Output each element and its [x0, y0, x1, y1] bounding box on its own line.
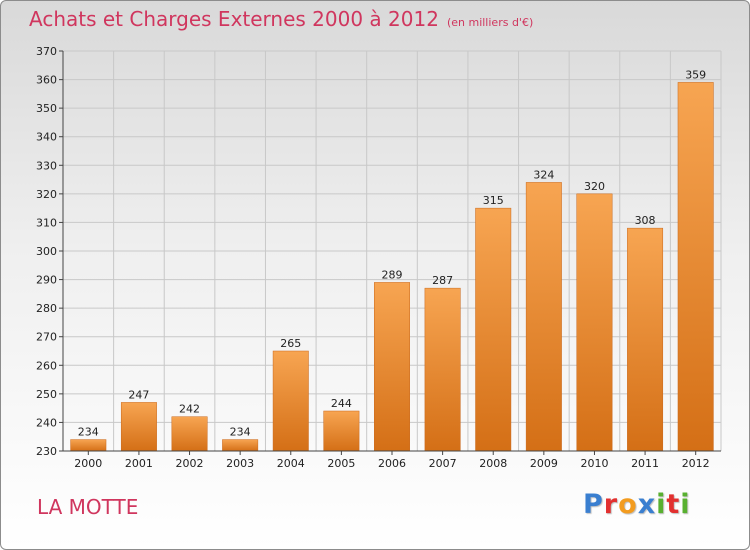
- x-tick-label-2009: 2009: [530, 457, 558, 470]
- x-tick-label-2006: 2006: [378, 457, 406, 470]
- data-label-2004: 265: [280, 337, 301, 350]
- y-tick-label-340: 340: [36, 131, 57, 144]
- y-tick-label-310: 310: [36, 216, 57, 229]
- data-label-2000: 234: [78, 426, 99, 439]
- y-tick-label-300: 300: [36, 245, 57, 258]
- axes: 230 240 250 260 270 280 290 300 310 320 330 340 350 3…: [36, 45, 721, 470]
- data-label-2010: 320: [584, 180, 605, 193]
- x-tick-label-2001: 2001: [125, 457, 153, 470]
- bar-2011: [627, 227, 664, 452]
- bar-2010: [576, 193, 613, 452]
- x-tick-label-2004: 2004: [277, 457, 305, 470]
- x-tick-label-2007: 2007: [429, 457, 457, 470]
- data-label-2008: 315: [483, 194, 504, 207]
- x-tick-label-2000: 2000: [74, 457, 102, 470]
- x-tick-label-2005: 2005: [327, 457, 355, 470]
- y-tick-label-280: 280: [36, 302, 57, 315]
- chart-title: Achats et Charges Externes 2000 à 2012 (e…: [29, 7, 533, 31]
- bar-2002: [171, 416, 208, 452]
- x-tick-label-2012: 2012: [682, 457, 710, 470]
- x-tick-label-2011: 2011: [631, 457, 659, 470]
- logo-letter-6: i: [680, 489, 691, 520]
- bar-2007: [424, 287, 461, 452]
- bar-2006: [374, 282, 410, 452]
- bar-2008: [475, 207, 512, 452]
- logo-letter-2: o: [618, 489, 638, 520]
- y-tick-label-330: 330: [36, 159, 57, 172]
- y-tick-label-230: 230: [36, 445, 57, 458]
- y-tick-label-350: 350: [36, 102, 57, 115]
- bar-2009: [525, 182, 562, 452]
- logo-letter-0: P: [583, 489, 604, 520]
- logo-letter-1: r: [603, 489, 619, 520]
- data-label-2011: 308: [635, 214, 656, 227]
- data-label-2001: 247: [128, 388, 149, 401]
- proxiti-logo: Proxiti: [583, 489, 691, 520]
- bar-2003: [222, 439, 259, 452]
- y-tick-label-290: 290: [36, 274, 57, 287]
- data-label-2012: 359: [685, 68, 706, 81]
- data-label-2003: 234: [230, 426, 251, 439]
- x-tick-label-2008: 2008: [479, 457, 507, 470]
- y-tick-label-250: 250: [36, 388, 57, 401]
- x-tick-label-2003: 2003: [226, 457, 254, 470]
- chart-title-text: Achats et Charges Externes 2000 à 2012: [29, 7, 439, 31]
- x-tick-label-2002: 2002: [176, 457, 204, 470]
- logo-letter-3: x: [637, 489, 657, 520]
- bar-2000: [70, 439, 107, 452]
- data-label-2002: 242: [179, 403, 200, 416]
- labels: 234 247 242 234 265 244 289 287 315 324 320 308 359: [78, 68, 706, 438]
- bar-2012: [677, 82, 714, 452]
- y-tick-label-260: 260: [36, 359, 57, 372]
- data-label-2009: 324: [533, 168, 554, 181]
- y-tick-label-240: 240: [36, 416, 57, 429]
- data-label-2007: 287: [432, 274, 453, 287]
- y-tick-label-320: 320: [36, 188, 57, 201]
- bar-2005: [323, 410, 360, 452]
- logo-letter-4: i: [656, 489, 667, 520]
- y-tick-label-360: 360: [36, 74, 57, 87]
- data-label-2006: 289: [382, 268, 403, 281]
- bar-2001: [120, 402, 157, 452]
- place-name: LA MOTTE: [37, 495, 139, 519]
- bars: [70, 82, 714, 452]
- logo-letter-5: t: [666, 489, 681, 520]
- bar-2004: [272, 350, 309, 452]
- y-tick-label-370: 370: [36, 45, 57, 58]
- y-tick-label-270: 270: [36, 331, 57, 344]
- chart-subtitle: (en milliers d'€): [446, 16, 534, 29]
- x-tick-label-2010: 2010: [580, 457, 608, 470]
- data-label-2005: 244: [331, 397, 352, 410]
